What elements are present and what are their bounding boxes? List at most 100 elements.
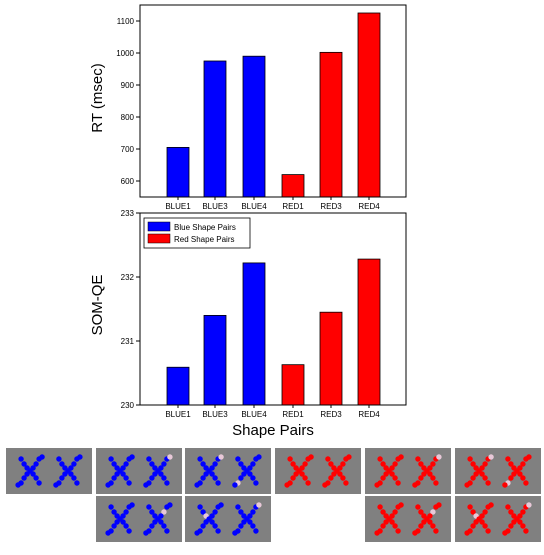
stimulus-panel <box>185 496 271 542</box>
shape-dot <box>328 475 334 481</box>
shape-dot <box>200 475 206 481</box>
bar-blue3 <box>203 314 227 406</box>
bar-blue1 <box>166 366 190 406</box>
shape-dot <box>508 475 514 481</box>
shape-dot <box>346 454 352 460</box>
y-axis-label: RT (msec) <box>89 63 106 132</box>
shape-dot <box>149 475 155 481</box>
shape-dot <box>523 480 529 486</box>
shape-dot <box>39 454 45 460</box>
shape-dot <box>120 513 126 519</box>
shape-dot <box>290 475 296 481</box>
stimulus-panels <box>6 448 541 542</box>
shape-dot <box>470 475 476 481</box>
shape-dot <box>325 456 331 462</box>
shape-dot <box>473 519 479 525</box>
y-tick-label: 700 <box>121 145 135 154</box>
shape-dot <box>287 456 293 462</box>
bar-red4 <box>357 12 381 198</box>
x-tick-label: BLUE3 <box>202 202 228 211</box>
shape-dot <box>114 471 120 477</box>
shape-dot <box>21 475 27 481</box>
shape-dot <box>247 513 253 519</box>
shape-dot <box>123 509 129 515</box>
shape-dot <box>218 502 224 508</box>
shape-dot <box>380 461 386 467</box>
shape-dot <box>200 509 206 515</box>
x-tick-label: BLUE3 <box>202 410 228 419</box>
shape-dot <box>143 530 149 536</box>
shape-dot <box>56 456 62 462</box>
shape-dot <box>21 461 27 467</box>
shape-dot <box>143 482 149 488</box>
shape-dot <box>238 475 244 481</box>
shape-dot <box>68 465 74 471</box>
y-tick-label: 1000 <box>116 49 134 58</box>
shape-dot <box>152 471 158 477</box>
bar-blue4 <box>242 262 266 406</box>
shape-dot <box>253 528 259 534</box>
shape-dot <box>470 523 476 529</box>
shape-dot <box>18 456 24 462</box>
plot-frame <box>139 4 407 198</box>
shape-dot <box>108 504 114 510</box>
somqe-bar-chart: 230 231 232 233 BLUE1 BLUE3 BLUE4 RED1 RED3 RED4 S… <box>89 209 407 439</box>
shape-dot <box>149 523 155 529</box>
shape-dot <box>235 504 241 510</box>
shape-dot <box>479 519 485 525</box>
shape-dot <box>427 513 433 519</box>
shape-dot <box>238 461 244 467</box>
shape-dot <box>59 461 65 467</box>
stimulus-panel <box>365 496 451 542</box>
shape-dot <box>337 465 343 471</box>
y-tick-label: 231 <box>121 337 135 346</box>
shape-dot <box>398 502 404 508</box>
shape-dot <box>418 523 424 529</box>
shape-dot <box>340 475 346 481</box>
shape-dot <box>197 456 203 462</box>
shape-dot <box>203 471 209 477</box>
shape-dot <box>158 471 164 477</box>
y-tick-label: 900 <box>121 81 135 90</box>
shape-dot <box>383 519 389 525</box>
shape-dot <box>374 530 380 536</box>
x-tick-label: RED3 <box>320 410 342 419</box>
y-axis-label: SOM-QE <box>89 275 106 336</box>
y-tick-label: 600 <box>121 177 135 186</box>
shape-dot <box>71 461 77 467</box>
shape-dot <box>209 471 215 477</box>
shape-dot <box>164 480 170 486</box>
shape-dot <box>30 465 36 471</box>
shape-dot <box>158 465 164 471</box>
shape-dot <box>305 480 311 486</box>
shape-dot <box>511 471 517 477</box>
shape-dot <box>120 471 126 477</box>
shape-dot <box>520 461 526 467</box>
legend: Blue Shape Pairs Red Shape Pairs <box>143 217 251 249</box>
shape-dot <box>427 471 433 477</box>
shape-dot <box>30 471 36 477</box>
shape-dot <box>433 528 439 534</box>
shape-dot <box>380 509 386 515</box>
shape-dot <box>482 523 488 529</box>
shape-dot <box>152 519 158 525</box>
shape-dot <box>520 523 526 529</box>
shape-dot <box>120 519 126 525</box>
y-tick-label: 230 <box>121 401 135 410</box>
shape-dot <box>473 471 479 477</box>
shape-dot <box>161 461 167 467</box>
legend-entry: Blue Shape Pairs <box>174 223 236 232</box>
x-tick-label: BLUE4 <box>241 410 267 419</box>
shape-dot <box>331 471 337 477</box>
shape-dot <box>167 502 173 508</box>
shape-dot <box>250 509 256 515</box>
shape-dot <box>167 454 173 460</box>
shape-dot <box>161 523 167 529</box>
shape-dot <box>308 454 314 460</box>
shape-dot <box>517 513 523 519</box>
shape-dot <box>520 475 526 481</box>
shape-dot <box>380 475 386 481</box>
stimulus-panel <box>185 448 271 494</box>
shape-dot <box>105 530 111 536</box>
